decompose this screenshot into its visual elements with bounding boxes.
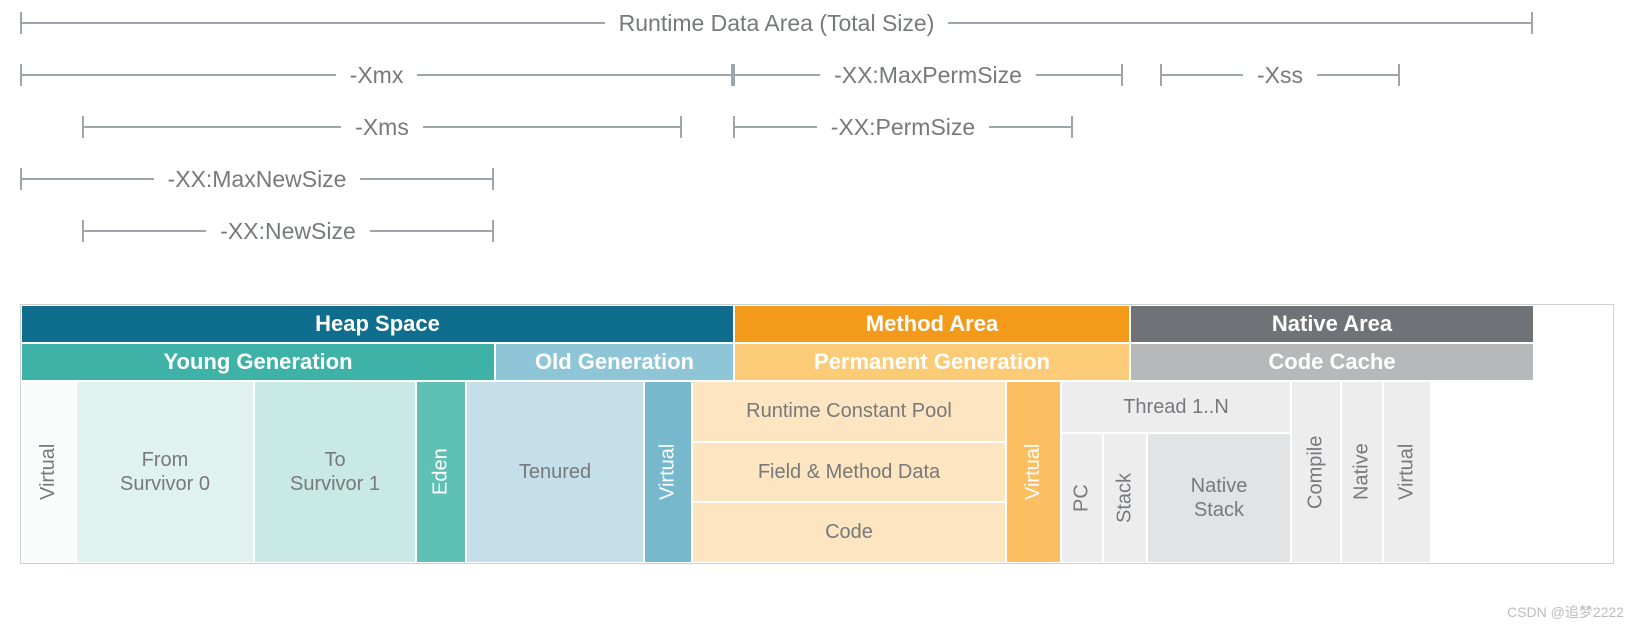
bracket-new-label: -XX:NewSize (206, 218, 369, 245)
bracket-perm: -XX:PermSize (733, 112, 1073, 142)
native-header: Native Area (1130, 305, 1534, 343)
perm-code: Code (692, 502, 1006, 563)
native-col-cell: Native (1341, 381, 1383, 563)
stack-cell: Stack (1103, 433, 1147, 563)
bracket-xss: -Xss (1160, 60, 1400, 90)
old-header: Old Generation (495, 343, 734, 381)
bracket-perm-label: -XX:PermSize (817, 114, 989, 141)
native-virtual-cell: Virtual (1383, 381, 1431, 563)
bracket-maxperm: -XX:MaxPermSize (733, 60, 1123, 90)
bracket-maxnew: -XX:MaxNewSize (20, 164, 494, 194)
header-row-2: Young Generation Old Generation Permanen… (21, 343, 1613, 381)
bracket-new: -XX:NewSize (82, 216, 494, 246)
perm-rcp: Runtime Constant Pool (692, 381, 1006, 442)
perm-header: Permanent Generation (734, 343, 1130, 381)
old-virtual-cell: Virtual (644, 381, 692, 563)
memory-table: Heap Space Method Area Native Area Young… (20, 304, 1614, 564)
watermark: CSDN @追梦2222 (1507, 602, 1624, 622)
native-thread-block: Thread 1..N PC Stack NativeStack (1061, 381, 1291, 563)
pc-cell: PC (1061, 433, 1103, 563)
eden-cell: Eden (416, 381, 466, 563)
tenured-cell: Tenured (466, 381, 644, 563)
to-survivor-cell: ToSurvivor 1 (254, 381, 416, 563)
bracket-maxperm-label: -XX:MaxPermSize (820, 62, 1036, 89)
bracket-xms: -Xms (82, 112, 682, 142)
heap-virtual-cell: Virtual (21, 381, 76, 563)
native-stack-cell: NativeStack (1147, 433, 1291, 563)
perm-fmd: Field & Method Data (692, 442, 1006, 503)
header-row-1: Heap Space Method Area Native Area (21, 305, 1613, 343)
bracket-xms-label: -Xms (341, 114, 423, 141)
from-survivor-cell: FromSurvivor 0 (76, 381, 254, 563)
data-row: Virtual FromSurvivor 0 ToSurvivor 1 Eden… (21, 381, 1613, 563)
heap-header: Heap Space (21, 305, 734, 343)
young-header: Young Generation (21, 343, 495, 381)
bracket-maxnew-label: -XX:MaxNewSize (154, 166, 361, 193)
brackets-area: Runtime Data Area (Total Size) -Xmx -XX:… (20, 0, 1614, 280)
codecache-header: Code Cache (1130, 343, 1534, 381)
bracket-total: Runtime Data Area (Total Size) (20, 8, 1533, 38)
compile-cell: Compile (1291, 381, 1341, 563)
perm-stack: Runtime Constant Pool Field & Method Dat… (692, 381, 1006, 563)
bracket-xmx: -Xmx (20, 60, 733, 90)
bracket-total-label: Runtime Data Area (Total Size) (605, 10, 949, 37)
bracket-xss-label: -Xss (1243, 62, 1317, 89)
thread-header-cell: Thread 1..N (1061, 381, 1291, 433)
perm-virtual-cell: Virtual (1006, 381, 1061, 563)
method-header: Method Area (734, 305, 1130, 343)
bracket-xmx-label: -Xmx (336, 62, 418, 89)
